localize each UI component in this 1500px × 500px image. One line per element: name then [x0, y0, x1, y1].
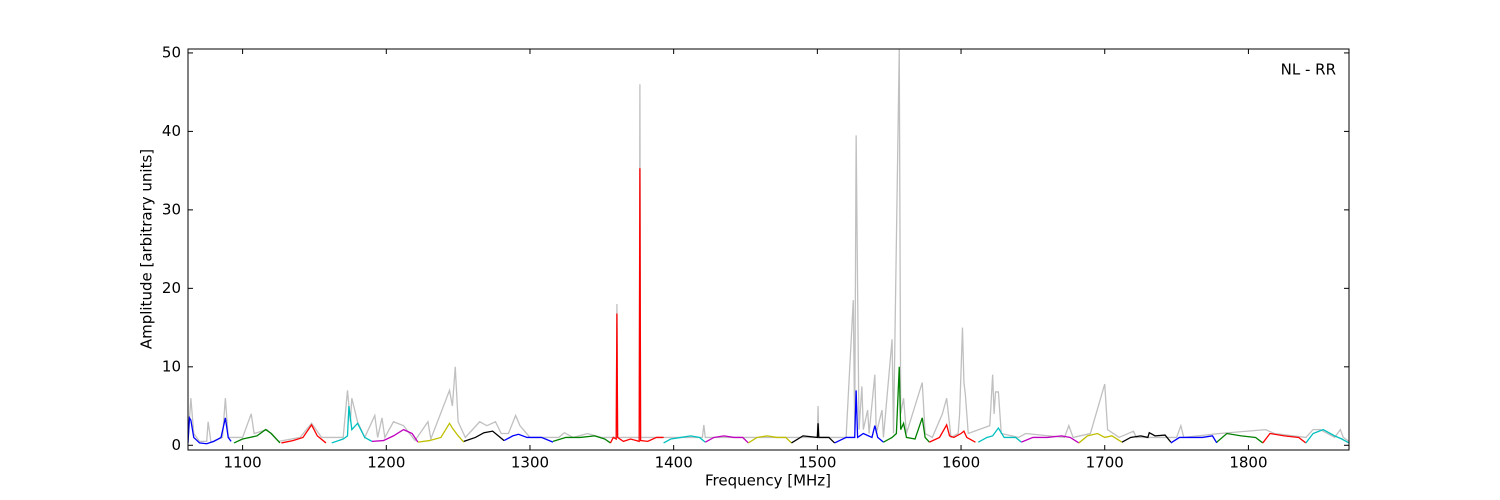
data-line: [1170, 435, 1218, 444]
x-tick-label: 1500: [798, 454, 836, 472]
data-line: [188, 49, 1349, 444]
y-tick-label: 40: [162, 122, 181, 140]
x-tick-label: 1800: [1229, 454, 1267, 472]
x-axis-label: Frequency [MHz]: [705, 472, 831, 490]
y-tick-label: 20: [162, 279, 181, 297]
data-line: [233, 428, 281, 444]
data-line: [1021, 435, 1080, 444]
data-line: [1262, 432, 1307, 444]
data-line: [791, 423, 836, 444]
y-tick-label: 10: [162, 357, 181, 375]
x-tick-label: 1300: [511, 454, 549, 472]
data-line: [331, 405, 373, 444]
data-line: [371, 428, 419, 443]
x-tick-label: 1400: [655, 454, 693, 472]
data-line: [1216, 432, 1264, 444]
data-line: [748, 435, 792, 444]
x-tick-label: 1700: [1086, 454, 1124, 472]
data-line: [929, 423, 976, 443]
data-line: [552, 435, 611, 444]
y-tick-label: 50: [162, 43, 181, 61]
y-axis-label: Amplitude [arbitrary units]: [138, 149, 156, 349]
data-line: [883, 366, 930, 443]
x-tick-label: 1100: [224, 454, 262, 472]
data-line: [188, 415, 232, 445]
data-line: [417, 422, 465, 443]
data-line: [1305, 428, 1349, 444]
data-line: [609, 168, 664, 444]
data-line: [463, 430, 505, 442]
plot-frame: [187, 48, 1350, 451]
data-line: [281, 423, 327, 444]
y-tick-label: 30: [162, 200, 181, 218]
x-tick-label: 1600: [942, 454, 980, 472]
y-tick-label: 0: [171, 436, 181, 454]
data-line: [663, 435, 706, 444]
data-line: [977, 426, 1022, 443]
annotation: NL - RR: [1281, 61, 1336, 79]
x-tick-label: 1200: [367, 454, 405, 472]
data-line: [1121, 431, 1172, 443]
data-line: [834, 390, 884, 444]
data-line: [1078, 432, 1123, 444]
data-line: [704, 435, 749, 444]
data-line: [503, 433, 554, 443]
